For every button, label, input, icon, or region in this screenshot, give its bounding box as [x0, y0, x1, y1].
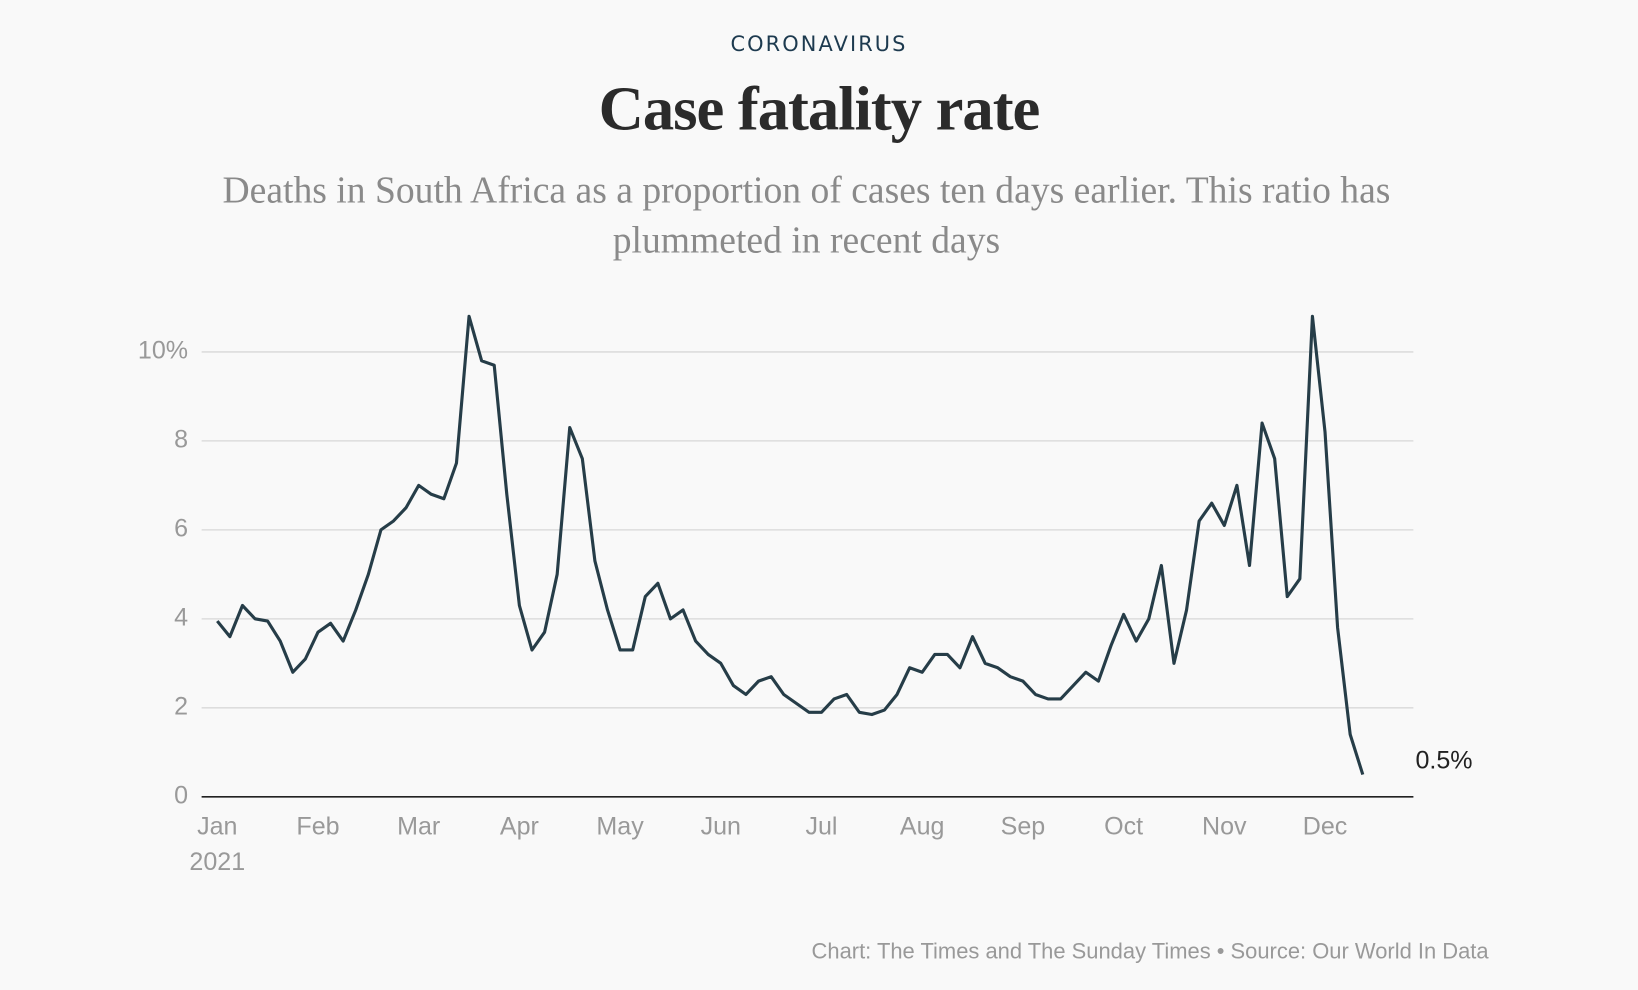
footer: Chart: The Times and The Sunday Times • …: [811, 939, 1489, 964]
x-sublabel: 2021: [189, 848, 245, 876]
x-tick-label: May: [596, 813, 644, 841]
x-tick-label: Aug: [900, 813, 945, 841]
x-tick-label: Jul: [805, 813, 837, 841]
line-series: [216, 314, 1365, 776]
x-tick-label: Sep: [1001, 813, 1046, 841]
y-tick-label: 4: [174, 603, 188, 631]
y-tick-label: 6: [174, 515, 188, 543]
chart-title: Case fatality rate: [598, 74, 1041, 144]
x-tick-label: Jan: [197, 813, 237, 841]
x-tick-label: Oct: [1104, 813, 1143, 841]
x-tick-label: Feb: [296, 813, 339, 841]
kicker: CORONAVIRUS: [730, 31, 908, 57]
chart-subtitle: Deaths in South Africa as a proportion o…: [222, 169, 1391, 262]
y-tick-label: 2: [174, 692, 188, 720]
end-value-label: 0.5%: [1415, 747, 1472, 775]
x-tick-label: Nov: [1202, 813, 1247, 841]
y-tick-label: 0: [174, 781, 188, 809]
x-tick-label: Jun: [701, 813, 741, 841]
x-tick-label: Mar: [397, 813, 440, 841]
y-tick-label: 10%: [138, 337, 188, 365]
y-tick-label: 8: [174, 426, 188, 454]
x-tick-label: Apr: [500, 813, 539, 841]
x-tick-label: Dec: [1303, 813, 1348, 841]
